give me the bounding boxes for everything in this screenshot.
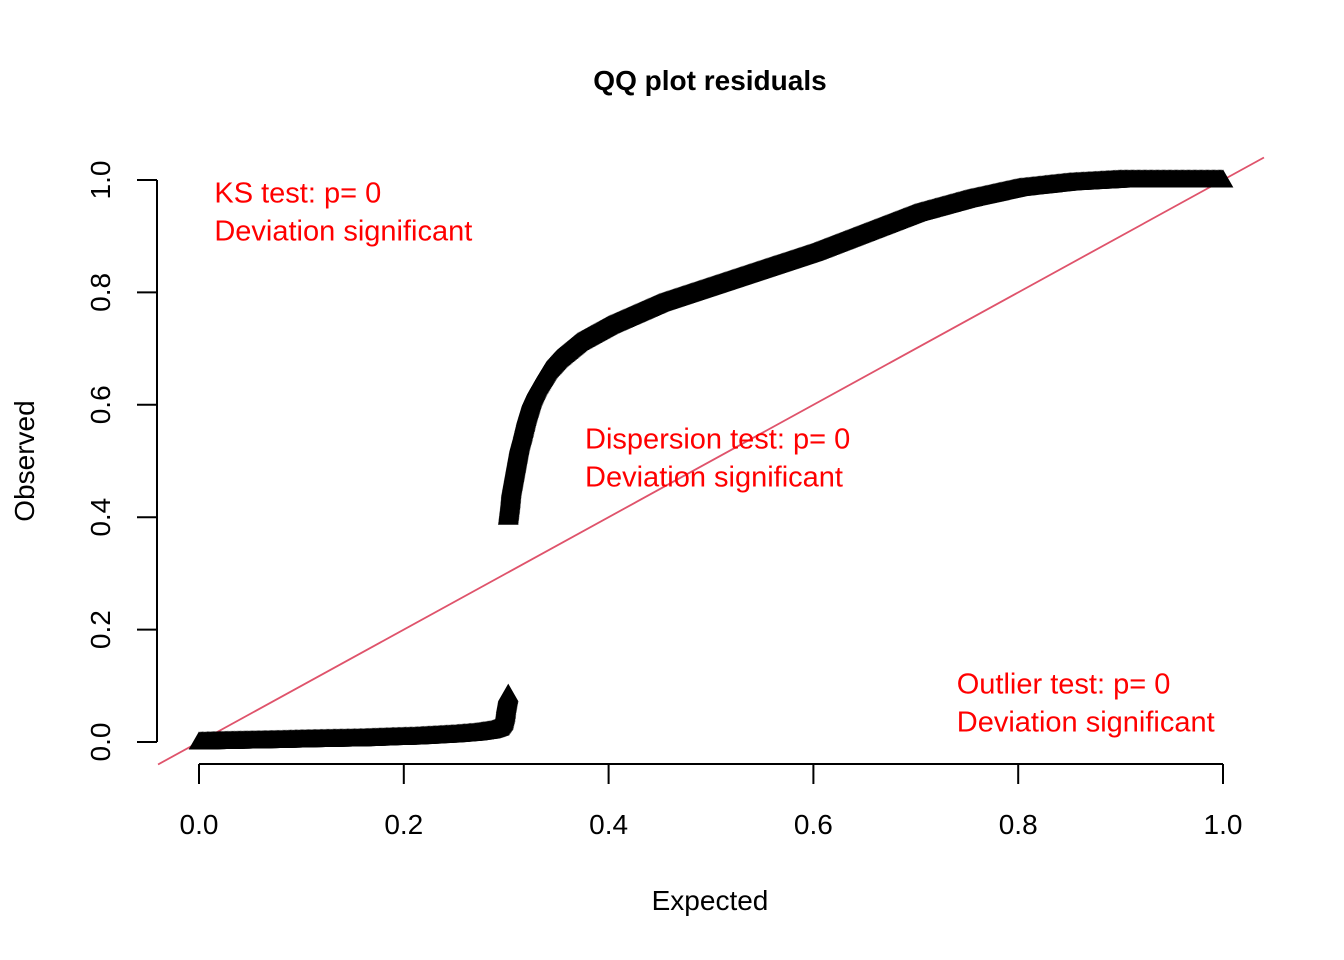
annotation-ks-line: KS test: p= 0 [214, 177, 381, 209]
x-tick-label: 0.4 [589, 809, 628, 840]
y-tick-label: 0.0 [85, 723, 116, 762]
x-axis-ticks: 0.0 0.2 0.4 0.6 0.8 1.0 [180, 764, 1243, 840]
reference-line-group [157, 156, 1265, 766]
y-tick-label: 0.2 [85, 610, 116, 649]
x-tick-label: 0.2 [384, 809, 423, 840]
annotation-outlier-line: Deviation significant [957, 707, 1215, 739]
reference-line [157, 156, 1265, 766]
y-axis-ticks: 0.0 0.2 0.4 0.6 0.8 1.0 [85, 161, 157, 762]
points-layer [188, 169, 1234, 750]
annotation-outlier-line: Outlier test: p= 0 [957, 669, 1171, 701]
annotation-ks-line: Deviation significant [214, 215, 472, 247]
chart-title: QQ plot residuals [593, 65, 826, 96]
y-tick-label: 1.0 [85, 161, 116, 200]
x-tick-label: 0.0 [180, 809, 219, 840]
x-tick-label: 0.6 [794, 809, 833, 840]
x-axis-title: Expected [652, 885, 769, 916]
annotation-dispersion-line: Dispersion test: p= 0 [585, 424, 850, 456]
annotation-dispersion-line: Deviation significant [585, 462, 843, 494]
y-tick-label: 0.4 [85, 498, 116, 537]
data-point [497, 683, 519, 702]
y-tick-label: 0.6 [85, 385, 116, 424]
data-point [1212, 169, 1234, 188]
y-axis-title: Observed [9, 400, 40, 521]
x-tick-label: 0.8 [999, 809, 1038, 840]
x-tick-label: 1.0 [1204, 809, 1243, 840]
y-tick-label: 0.8 [85, 273, 116, 312]
annotations-layer: KS test: p= 0 Deviation significant Disper… [214, 177, 1214, 738]
